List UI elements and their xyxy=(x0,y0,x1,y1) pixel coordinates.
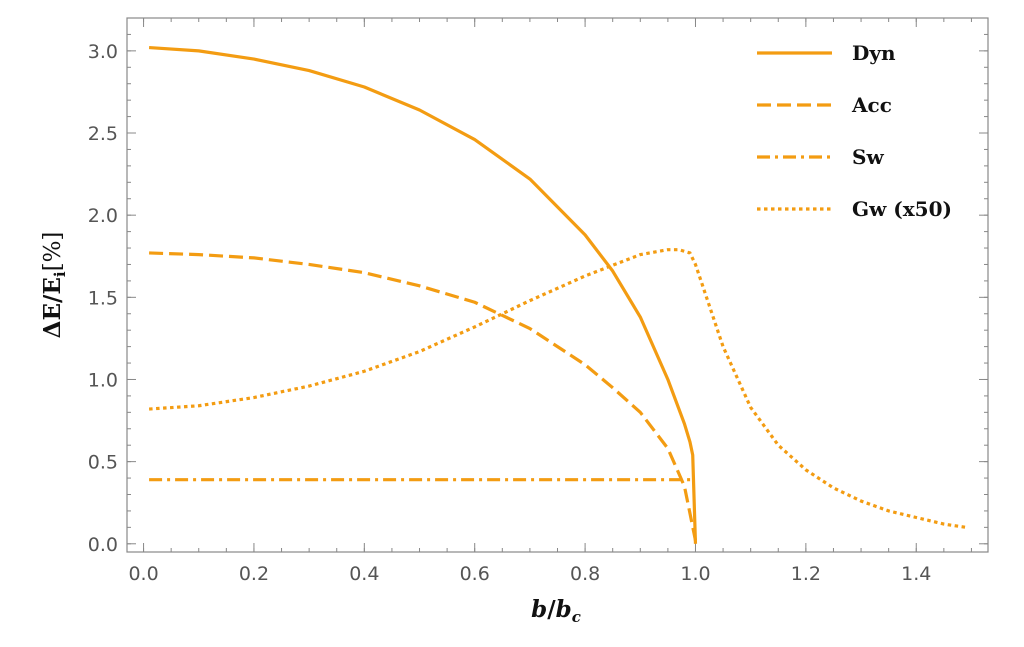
series-lines xyxy=(148,45,967,544)
y-tick-label: 0.5 xyxy=(88,452,118,474)
y-tick-label: 1.5 xyxy=(88,287,118,309)
y-tick-label: 0.0 xyxy=(88,534,118,556)
x-tick-label: 0.6 xyxy=(460,563,490,585)
y-tick-label: 3.0 xyxy=(88,41,118,63)
series-gw-x50-line xyxy=(148,248,967,529)
y-tick-label: 1.0 xyxy=(88,369,118,391)
series-dyn-line xyxy=(148,45,698,544)
y-tick-labels: 0.0 0.5 1.0 1.5 2.0 2.5 3.0 xyxy=(88,41,118,556)
x-tick-label: 0.2 xyxy=(239,563,269,585)
x-axis-title: b/bc xyxy=(531,596,581,626)
x-tick-label: 0.0 xyxy=(128,563,158,585)
series-acc-line xyxy=(149,251,698,541)
x-tick-label: 0.8 xyxy=(570,563,600,585)
x-tick-label: 1.0 xyxy=(680,563,710,585)
legend: Dyn Acc Sw Gw (x50) xyxy=(757,41,952,221)
x-tick-label: 1.4 xyxy=(901,563,931,585)
legend-label: Gw (x50) xyxy=(852,197,952,221)
y-tick-label: 2.5 xyxy=(88,123,118,145)
x-tick-label: 0.4 xyxy=(349,563,379,585)
legend-label: Acc xyxy=(851,93,892,117)
x-tick-labels: 0.0 0.2 0.4 0.6 0.8 1.0 1.2 1.4 xyxy=(128,563,931,585)
y-axis-title: ΔE/Ei[%] xyxy=(39,232,69,339)
y-tick-label: 2.0 xyxy=(88,205,118,227)
legend-label: Sw xyxy=(852,145,884,169)
x-tick-label: 1.2 xyxy=(791,563,821,585)
tick-marks xyxy=(127,18,988,552)
legend-label: Dyn xyxy=(852,41,896,65)
